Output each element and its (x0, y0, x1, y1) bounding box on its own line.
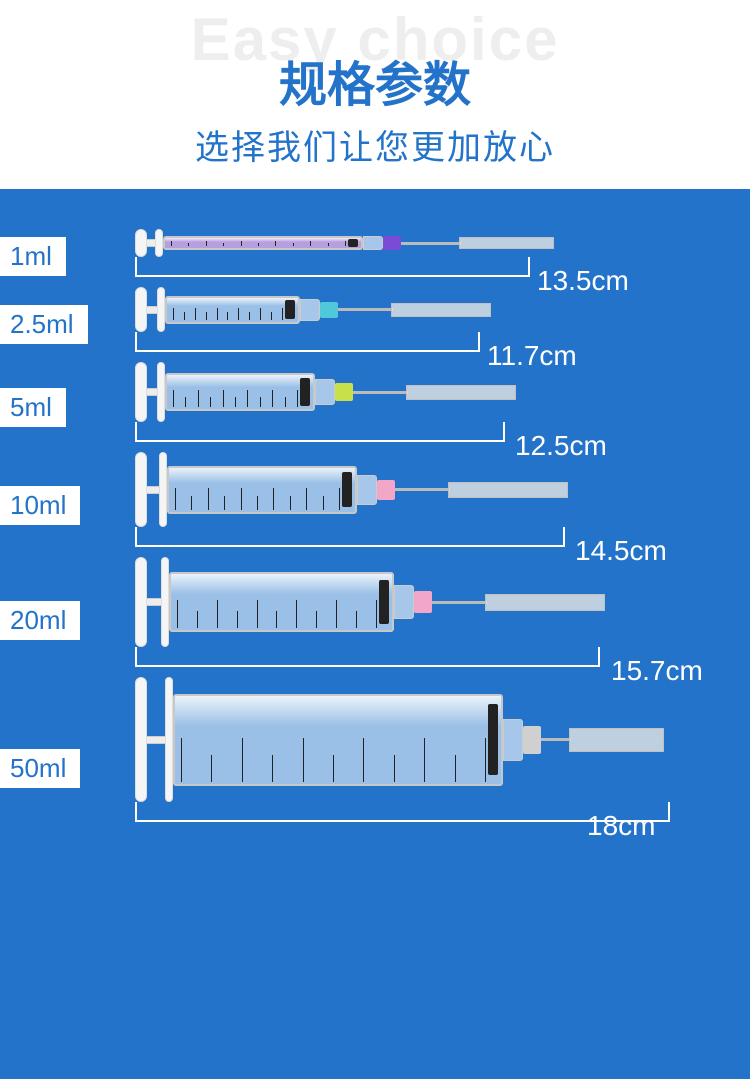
ruler-line: 11.7cm (135, 332, 480, 352)
spec-row: 2.5ml 11.7cm (0, 287, 750, 352)
syringe-graphic (135, 362, 750, 422)
size-label: 10ml (0, 486, 80, 525)
size-label: 20ml (0, 601, 80, 640)
spec-row: 50ml 18cm (0, 677, 750, 822)
syringe-graphic (135, 287, 750, 332)
length-value: 18cm (587, 810, 655, 842)
syringe-graphic (135, 557, 750, 647)
spec-row: 5ml 12.5cm (0, 362, 750, 442)
size-label: 1ml (0, 237, 66, 276)
page-title: 规格参数 (0, 45, 750, 115)
ruler-line: 15.7cm (135, 647, 600, 667)
syringe-graphic (135, 452, 750, 527)
spec-row: 20ml 15.7cm (0, 557, 750, 667)
size-label: 2.5ml (0, 305, 88, 344)
ruler-line: 13.5cm (135, 257, 530, 277)
specifications-panel: 1ml 13.5cm 2.5ml 11.7cm 5ml 12.5cm 10ml 14.5cm 2… (0, 189, 750, 1079)
header: Easy choice 规格参数 选择我们让您更加放心 (0, 0, 750, 189)
syringe-graphic (135, 677, 750, 802)
ruler-line: 18cm (135, 802, 670, 822)
spec-row: 10ml 14.5cm (0, 452, 750, 547)
syringe-graphic (135, 229, 750, 257)
spec-row: 1ml 13.5cm (0, 229, 750, 277)
size-label: 5ml (0, 388, 66, 427)
ruler-line: 12.5cm (135, 422, 505, 442)
ruler-line: 14.5cm (135, 527, 565, 547)
size-label: 50ml (0, 749, 80, 788)
page-subtitle: 选择我们让您更加放心 (0, 120, 750, 169)
